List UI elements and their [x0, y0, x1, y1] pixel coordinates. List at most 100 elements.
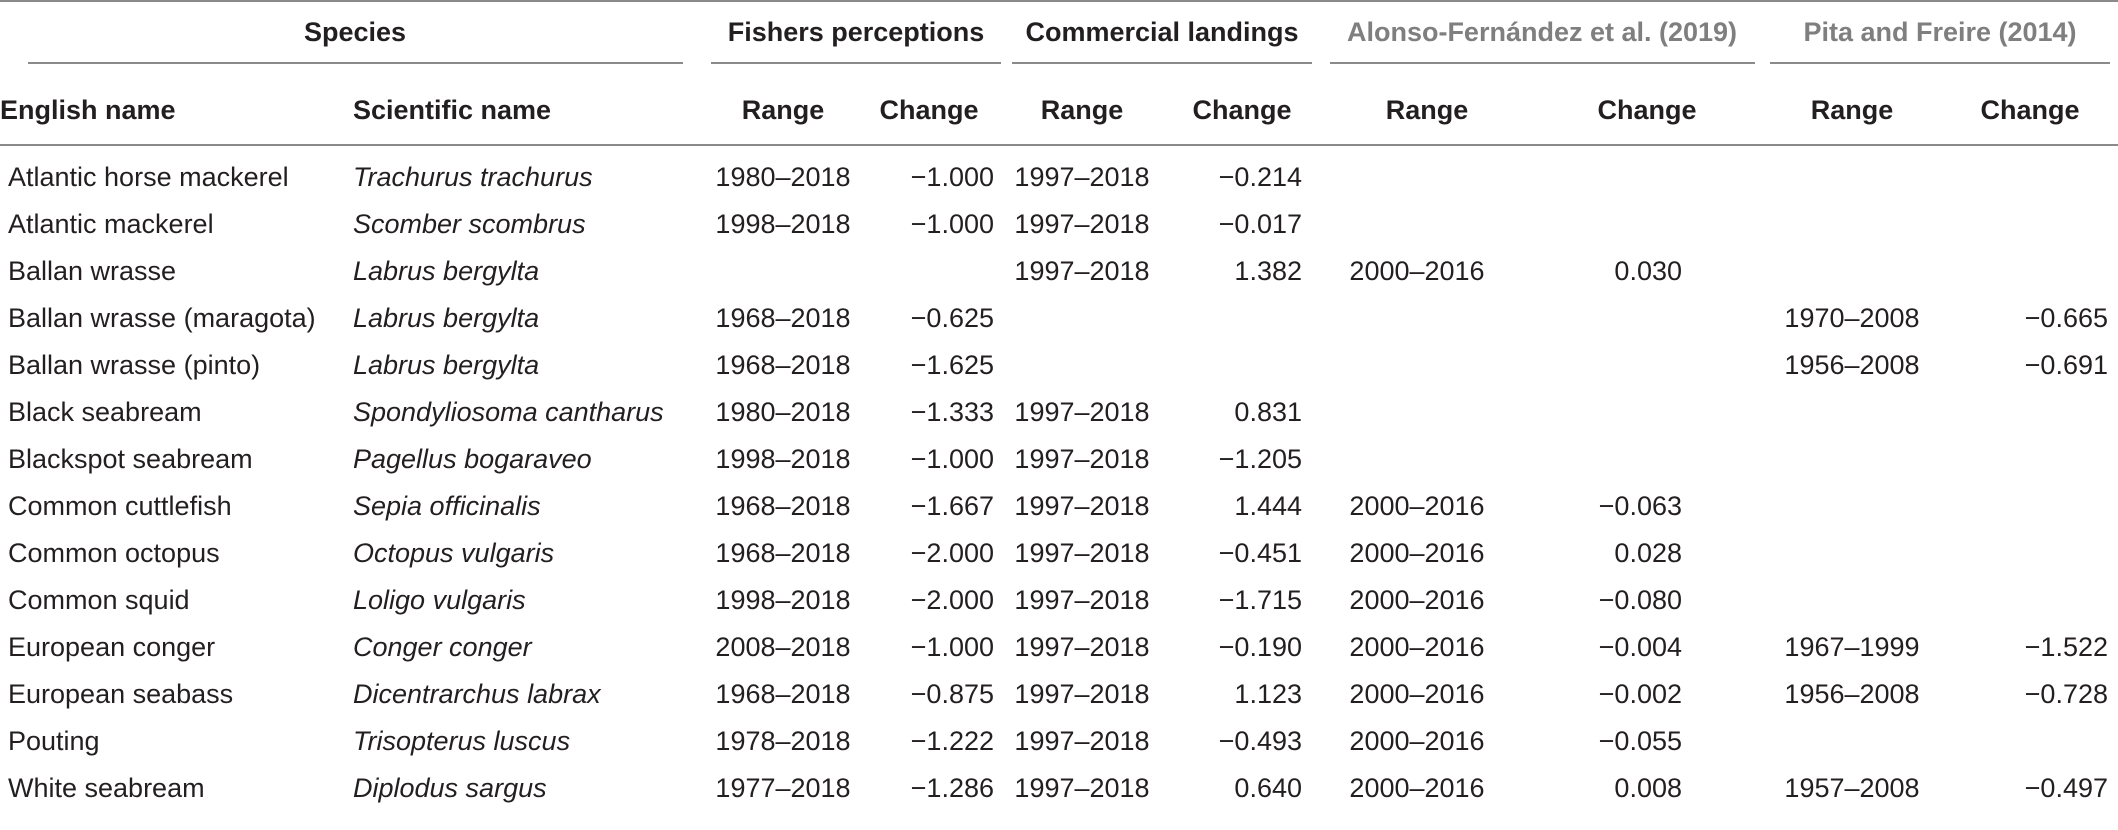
cell-alonso-change	[1532, 201, 1762, 248]
cell-commercial-range: 1997–2018	[1014, 726, 1150, 756]
cell-commercial-change	[1162, 342, 1322, 389]
cell-fishers-change: −1.000	[910, 162, 994, 192]
cell-commercial-range: 1997–2018	[1014, 209, 1150, 239]
cell-english-name: Atlantic mackerel	[8, 209, 214, 239]
cell-pita-range: 1957–2008	[1784, 773, 1920, 803]
cell-fishers-change: −1.000	[910, 444, 994, 474]
group-header-fishers: Fishers perceptions	[710, 2, 1002, 76]
cell-pita-change: −0.691	[2024, 350, 2108, 380]
cell-pita-range	[1762, 248, 1942, 295]
cell-english-name: Blackspot seabream	[8, 444, 253, 474]
group-header-commercial: Commercial landings	[1002, 2, 1322, 76]
cell-fishers-change: −2.000	[910, 585, 994, 615]
cell-scientific-name: Labrus bergylta	[353, 303, 540, 333]
cell-commercial-change: −1.205	[1218, 444, 1302, 474]
col-header-fishers-change: Change	[879, 94, 979, 125]
cell-pita-change	[1942, 577, 2118, 624]
cell-alonso-change: −0.002	[1598, 679, 1682, 709]
cell-english-name: Ballan wrasse (maragota)	[8, 303, 316, 333]
group-header-alonso-label: Alonso-Fernández et al. (2019)	[1346, 16, 1738, 47]
col-header-alonso-range: Range	[1385, 94, 1469, 125]
cell-pita-change	[1942, 530, 2118, 577]
cell-fishers-range: 1968–2018	[715, 303, 851, 333]
cell-scientific-name: Dicentrarchus labrax	[353, 679, 601, 709]
cell-fishers-range: 1968–2018	[715, 491, 851, 521]
table-row: Ballan wrasse Labrus bergylta 1997–2018 1.3…	[0, 248, 2118, 295]
table-row: Ballan wrasse (pinto) Labrus bergylta 1968…	[0, 342, 2118, 389]
cell-commercial-range: 1997–2018	[1014, 444, 1150, 474]
cell-fishers-change: −1.667	[910, 491, 994, 521]
cell-pita-change	[1942, 389, 2118, 436]
cell-fishers-range: 1968–2018	[715, 679, 851, 709]
table-row: Ballan wrasse (maragota) Labrus bergylta 1…	[0, 295, 2118, 342]
cell-fishers-range: 1977–2018	[715, 773, 851, 803]
cell-alonso-range	[1322, 436, 1532, 483]
cell-alonso-change	[1532, 436, 1762, 483]
cell-fishers-range	[710, 248, 856, 295]
cell-scientific-name: Scomber scombrus	[353, 209, 586, 239]
cell-pita-range	[1762, 389, 1942, 436]
cell-commercial-range: 1997–2018	[1014, 162, 1150, 192]
table-row: European conger Conger conger 2008–2018 −1.…	[0, 624, 2118, 671]
col-header-alonso-change: Change	[1597, 94, 1697, 125]
cell-fishers-range: 1998–2018	[715, 209, 851, 239]
cell-commercial-change: 1.444	[1234, 491, 1302, 521]
cell-commercial-change: 1.382	[1234, 256, 1302, 286]
table-row: Common cuttlefish Sepia officinalis 1968–2…	[0, 483, 2118, 530]
table-body: Atlantic horse mackerel Trachurus trachur…	[0, 146, 2118, 812]
cell-pita-change: −1.522	[2024, 632, 2108, 662]
cell-scientific-name: Diplodus sargus	[353, 773, 547, 803]
cell-fishers-range: 1968–2018	[715, 538, 851, 568]
cell-commercial-change: 1.123	[1234, 679, 1302, 709]
cell-alonso-range	[1322, 146, 1532, 201]
cell-commercial-range: 1997–2018	[1014, 632, 1150, 662]
cell-pita-change	[1942, 248, 2118, 295]
cell-english-name: Common cuttlefish	[8, 491, 232, 521]
cell-commercial-change: −0.214	[1218, 162, 1302, 192]
table-row: Common octopus Octopus vulgaris 1968–2018 −…	[0, 530, 2118, 577]
cell-commercial-change: −0.493	[1218, 726, 1302, 756]
cell-commercial-change: −0.017	[1218, 209, 1302, 239]
cell-pita-range	[1762, 201, 1942, 248]
cell-fishers-range: 1980–2018	[715, 397, 851, 427]
cell-fishers-change: −1.000	[910, 209, 994, 239]
cell-scientific-name: Loligo vulgaris	[353, 585, 526, 615]
cell-english-name: Black seabream	[8, 397, 202, 427]
group-header-species-label: Species	[303, 16, 407, 47]
cell-alonso-change: 0.008	[1614, 773, 1682, 803]
cell-alonso-range: 2000–2016	[1349, 256, 1485, 286]
cell-pita-range	[1762, 146, 1942, 201]
cell-commercial-range: 1997–2018	[1014, 491, 1150, 521]
cell-alonso-range: 2000–2016	[1349, 585, 1485, 615]
cell-commercial-range: 1997–2018	[1014, 538, 1150, 568]
col-header-commercial-range: Range	[1040, 94, 1124, 125]
cell-alonso-change: −0.080	[1598, 585, 1682, 615]
cell-scientific-name: Labrus bergylta	[353, 256, 540, 286]
cell-pita-range: 1956–2008	[1784, 679, 1920, 709]
cell-alonso-change	[1532, 146, 1762, 201]
cell-scientific-name: Spondyliosoma cantharus	[353, 397, 664, 427]
cell-fishers-change: −0.625	[910, 303, 994, 333]
cell-alonso-range: 2000–2016	[1349, 538, 1485, 568]
cell-english-name: Pouting	[8, 726, 100, 756]
cell-english-name: White seabream	[8, 773, 205, 803]
cell-english-name: European conger	[8, 632, 216, 662]
cell-fishers-range: 1998–2018	[715, 585, 851, 615]
cell-commercial-range: 1997–2018	[1014, 256, 1150, 286]
cell-scientific-name: Sepia officinalis	[353, 491, 541, 521]
cell-pita-range: 1967–1999	[1784, 632, 1920, 662]
col-header-fishers-range: Range	[741, 94, 825, 125]
cell-pita-range	[1762, 718, 1942, 765]
cell-alonso-change: −0.055	[1598, 726, 1682, 756]
group-underline-fishers	[711, 61, 1001, 64]
group-header-pita: Pita and Freire (2014)	[1762, 2, 2118, 76]
table-row: Common squid Loligo vulgaris 1998–2018 −2.0…	[0, 577, 2118, 624]
cell-alonso-range: 2000–2016	[1349, 726, 1485, 756]
group-header-fishers-label: Fishers perceptions	[727, 16, 985, 47]
cell-scientific-name: Trisopterus luscus	[353, 726, 571, 756]
table-row: Pouting Trisopterus luscus 1978–2018 −1.222…	[0, 718, 2118, 765]
cell-fishers-range: 1980–2018	[715, 162, 851, 192]
cell-fishers-range: 2008–2018	[715, 632, 851, 662]
cell-alonso-range: 2000–2016	[1349, 491, 1485, 521]
